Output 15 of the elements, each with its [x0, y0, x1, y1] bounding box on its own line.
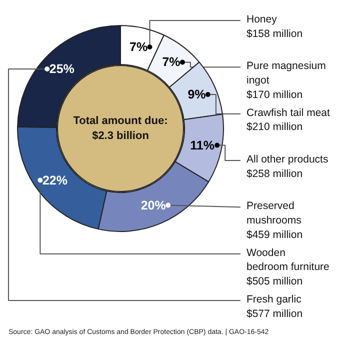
slice-label: Honey $158 million — [246, 14, 303, 40]
data-label: 9% — [188, 87, 206, 102]
data-label: 20% — [140, 198, 166, 212]
slice-label: Crawfish tail meat $210 million — [246, 106, 330, 134]
data-label: 11% — [190, 138, 214, 152]
slice-label: All other products $258 million — [246, 154, 328, 180]
data-label: 25% — [49, 62, 74, 76]
slice-label: Fresh garlic $577 million — [246, 294, 303, 320]
slice-label: Preserved mushrooms $459 million — [246, 200, 303, 241]
data-label: 7% — [162, 55, 180, 70]
data-label: 22% — [42, 173, 68, 188]
slice-label: Wooden bedroom furniture $505 million — [246, 246, 330, 288]
slice-label: Pure magnesium ingot $170 million — [246, 60, 326, 101]
text: Total amount due: $2.3 billion — [73, 115, 168, 142]
data-label: 7% — [130, 40, 148, 54]
